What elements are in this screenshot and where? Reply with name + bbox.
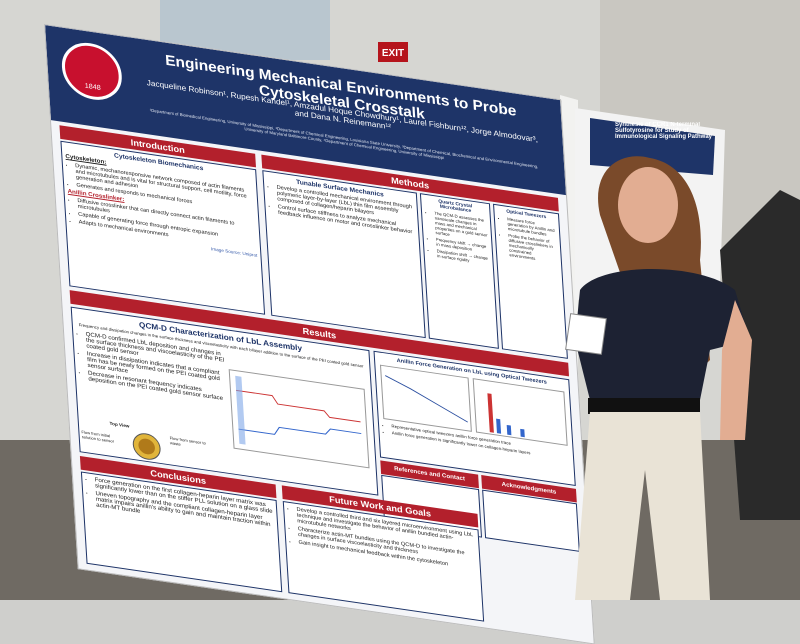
other-poster-title: Synthesis of CCR1 N-terminal Sulfotyrosi… bbox=[615, 122, 713, 140]
top bbox=[575, 269, 750, 400]
qcm-plot bbox=[228, 369, 370, 469]
poster: 1848 Engineering Mechanical Environments… bbox=[44, 24, 595, 644]
face bbox=[618, 167, 678, 243]
exit-sign bbox=[378, 42, 408, 62]
scene: EXIT 36 Synthesis of CCR1 N-terminal Sul… bbox=[0, 0, 800, 600]
belt bbox=[588, 398, 700, 414]
arm bbox=[720, 300, 752, 440]
presenter bbox=[565, 156, 752, 600]
plot-lines bbox=[235, 375, 362, 445]
other-title-box: Synthesis of CCR1 N-terminal Sulfotyrosi… bbox=[615, 122, 713, 140]
exit-text: EXIT bbox=[382, 48, 404, 59]
trousers bbox=[575, 412, 710, 600]
name-badge bbox=[565, 313, 607, 355]
anillin-panel: Anillin Force Generation on LbL using Op… bbox=[373, 350, 576, 486]
anillin-plots bbox=[379, 364, 568, 446]
sensor-icon bbox=[132, 433, 161, 460]
qcm-panel: QCM-D Characterization of LbL Assembly F… bbox=[70, 306, 379, 496]
